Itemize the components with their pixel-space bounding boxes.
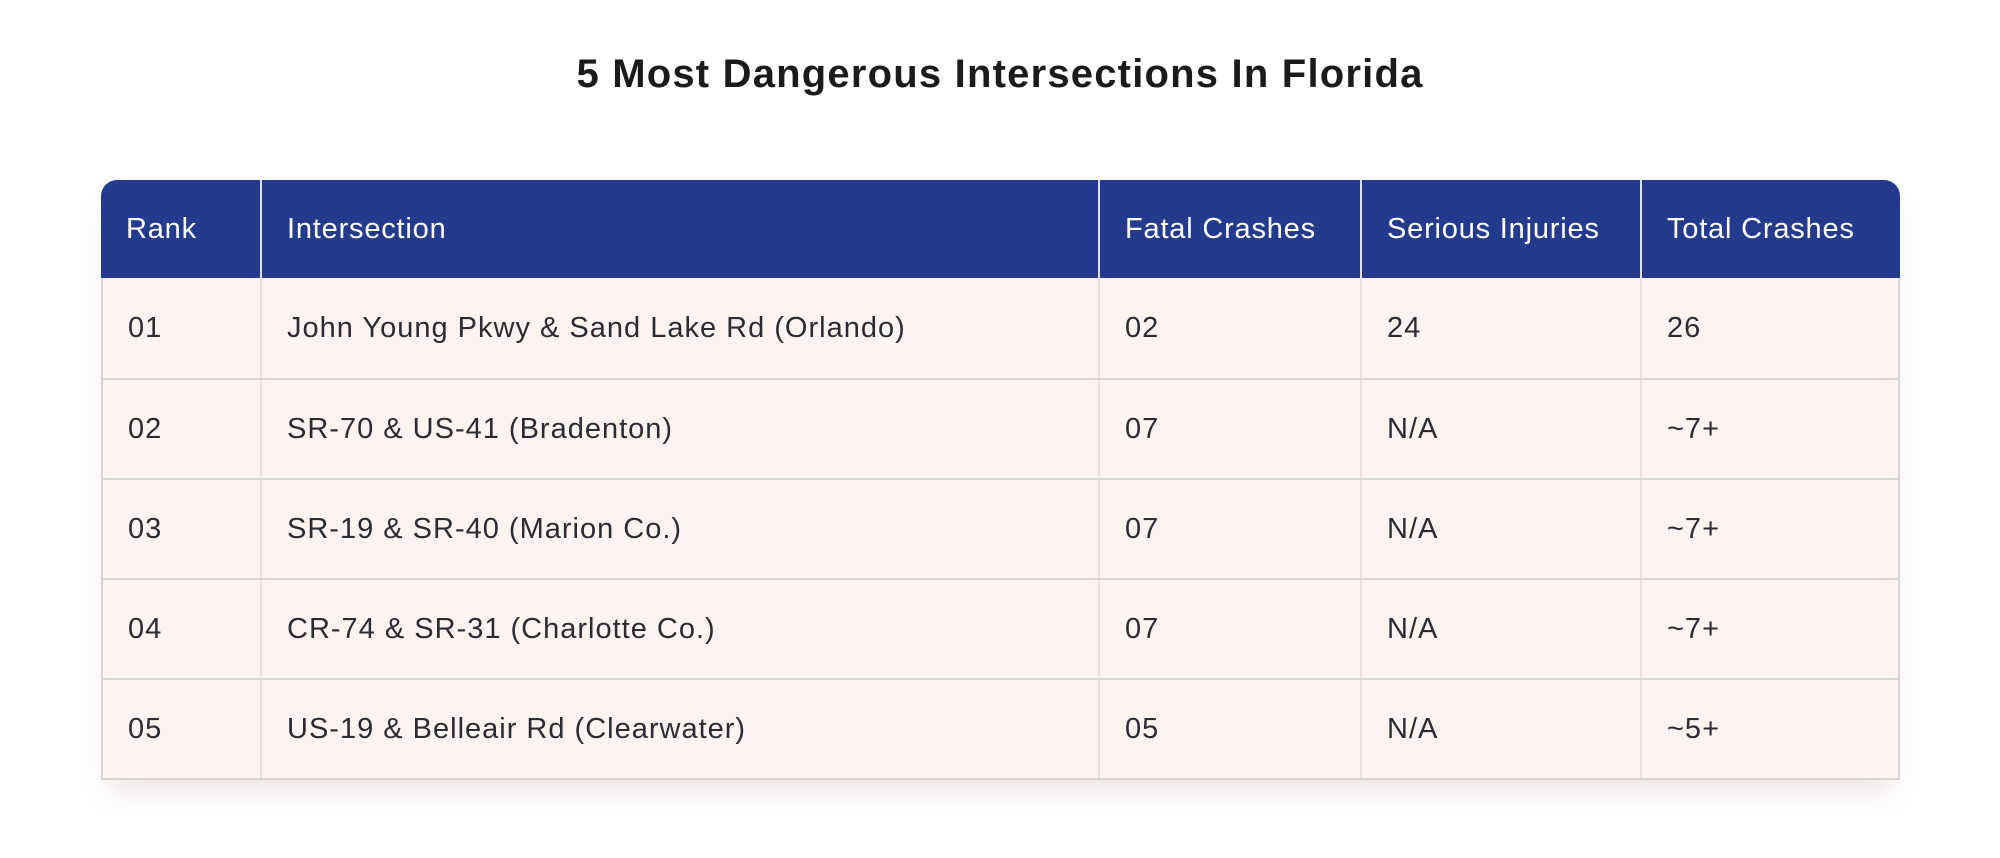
cell-fatal-crashes: 05: [1098, 680, 1360, 778]
cell-total-crashes: ~7+: [1640, 580, 1898, 678]
cell-fatal-crashes: 07: [1098, 580, 1360, 678]
cell-intersection: CR-74 & SR-31 (Charlotte Co.): [260, 580, 1098, 678]
cell-rank: 01: [128, 311, 163, 344]
column-header-intersection: Intersection: [260, 180, 1098, 278]
cell-intersection: US-19 & Belleair Rd (Clearwater): [260, 680, 1098, 778]
table-row: 04 CR-74 & SR-31 (Charlotte Co.) 07 N/A …: [103, 578, 1898, 678]
table-body: 01 John Young Pkwy & Sand Lake Rd (Orlan…: [101, 278, 1900, 780]
cell-rank: 03: [128, 512, 163, 545]
cell-fatal-crashes: 02: [1098, 278, 1360, 378]
column-header-serious-injuries: Serious Injuries: [1360, 180, 1640, 278]
crash-table: Rank Intersection Fatal Crashes Serious …: [101, 180, 1900, 780]
cell-intersection: SR-70 & US-41 (Bradenton): [260, 380, 1098, 478]
cell-total-crashes: ~7+: [1640, 380, 1898, 478]
table-header-row: Rank Intersection Fatal Crashes Serious …: [101, 180, 1900, 278]
cell-fatal-crashes: 07: [1098, 380, 1360, 478]
cell-fatal-crashes: 07: [1098, 480, 1360, 578]
cell-serious-injuries: N/A: [1360, 480, 1640, 578]
cell-rank: 04: [128, 612, 163, 645]
cell-rank: 02: [128, 412, 163, 445]
cell-intersection: SR-19 & SR-40 (Marion Co.): [260, 480, 1098, 578]
cell-total-crashes: ~5+: [1640, 680, 1898, 778]
cell-rank: 05: [128, 712, 163, 745]
column-header-total-crashes: Total Crashes: [1640, 180, 1900, 278]
column-header-fatal-crashes: Fatal Crashes: [1098, 180, 1360, 278]
table-row: 05 US-19 & Belleair Rd (Clearwater) 05 N…: [103, 678, 1898, 778]
cell-serious-injuries: 24: [1360, 278, 1640, 378]
cell-total-crashes: ~7+: [1640, 480, 1898, 578]
cell-serious-injuries: N/A: [1360, 680, 1640, 778]
cell-serious-injuries: N/A: [1360, 580, 1640, 678]
table-row: 03 SR-19 & SR-40 (Marion Co.) 07 N/A ~7+: [103, 478, 1898, 578]
table-row: 01 John Young Pkwy & Sand Lake Rd (Orlan…: [103, 278, 1898, 378]
column-header-rank: Rank: [126, 212, 197, 245]
cell-intersection: John Young Pkwy & Sand Lake Rd (Orlando): [260, 278, 1098, 378]
table-row: 02 SR-70 & US-41 (Bradenton) 07 N/A ~7+: [103, 378, 1898, 478]
cell-serious-injuries: N/A: [1360, 380, 1640, 478]
cell-total-crashes: 26: [1640, 278, 1898, 378]
page-title: 5 Most Dangerous Intersections In Florid…: [576, 52, 1424, 96]
